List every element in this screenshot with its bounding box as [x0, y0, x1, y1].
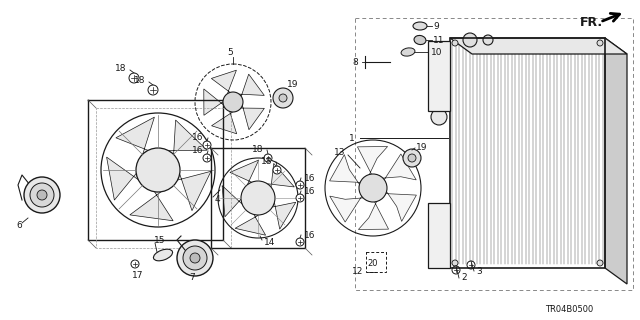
- Text: 17: 17: [132, 270, 143, 279]
- Text: 16: 16: [304, 230, 316, 239]
- Circle shape: [177, 240, 213, 276]
- Polygon shape: [116, 117, 154, 154]
- Text: 5: 5: [227, 47, 233, 57]
- Polygon shape: [211, 70, 236, 94]
- Circle shape: [597, 40, 603, 46]
- Circle shape: [431, 109, 447, 125]
- Circle shape: [148, 85, 158, 95]
- Circle shape: [452, 40, 458, 46]
- Text: 16: 16: [304, 187, 316, 196]
- Bar: [355, 18, 633, 290]
- Polygon shape: [130, 192, 173, 221]
- Polygon shape: [239, 74, 264, 96]
- Text: 13: 13: [333, 148, 345, 156]
- Ellipse shape: [413, 22, 427, 30]
- Polygon shape: [605, 38, 627, 284]
- Circle shape: [437, 248, 447, 258]
- Circle shape: [273, 88, 293, 108]
- Circle shape: [30, 183, 54, 207]
- Circle shape: [241, 181, 275, 215]
- Bar: [450, 38, 605, 268]
- Circle shape: [190, 253, 200, 263]
- Circle shape: [131, 260, 139, 268]
- Text: 4: 4: [215, 195, 221, 204]
- Text: 15: 15: [154, 236, 166, 244]
- Polygon shape: [330, 155, 360, 184]
- Polygon shape: [107, 157, 138, 200]
- Bar: [428, 41, 450, 111]
- Text: 8: 8: [352, 58, 358, 67]
- Text: 16: 16: [191, 132, 203, 141]
- Polygon shape: [212, 111, 237, 134]
- Polygon shape: [222, 186, 242, 217]
- Circle shape: [37, 190, 47, 200]
- Text: 6: 6: [16, 220, 22, 229]
- Polygon shape: [383, 154, 416, 180]
- Ellipse shape: [401, 48, 415, 56]
- Text: 18: 18: [115, 63, 126, 73]
- Polygon shape: [330, 196, 363, 222]
- Text: 19: 19: [287, 79, 298, 89]
- Circle shape: [452, 266, 460, 274]
- Text: 18: 18: [252, 145, 263, 154]
- Circle shape: [403, 149, 421, 167]
- Circle shape: [203, 141, 211, 149]
- Circle shape: [296, 181, 304, 189]
- Polygon shape: [235, 214, 266, 235]
- Text: 10: 10: [431, 47, 442, 57]
- Circle shape: [452, 260, 458, 266]
- Text: 9: 9: [433, 21, 439, 30]
- Text: 3: 3: [476, 267, 482, 276]
- Circle shape: [296, 238, 304, 246]
- Text: FR.: FR.: [580, 15, 603, 28]
- Polygon shape: [357, 147, 388, 174]
- Text: 20: 20: [367, 259, 378, 268]
- Text: 16: 16: [304, 173, 316, 182]
- Polygon shape: [450, 38, 627, 54]
- Bar: [428, 203, 450, 268]
- Circle shape: [264, 154, 272, 162]
- Text: 7: 7: [189, 274, 195, 283]
- Circle shape: [359, 174, 387, 202]
- Text: 18: 18: [134, 76, 145, 84]
- Text: TR04B0500: TR04B0500: [545, 306, 593, 315]
- Bar: [366, 252, 386, 272]
- Polygon shape: [386, 192, 417, 221]
- Polygon shape: [273, 202, 296, 229]
- Circle shape: [129, 73, 139, 83]
- Text: 2: 2: [461, 274, 467, 283]
- Text: 14: 14: [264, 237, 275, 246]
- Circle shape: [203, 154, 211, 162]
- Ellipse shape: [414, 36, 426, 44]
- Polygon shape: [168, 120, 207, 155]
- Text: 19: 19: [416, 142, 428, 151]
- Text: 18: 18: [260, 156, 272, 165]
- Polygon shape: [241, 105, 264, 130]
- Polygon shape: [230, 160, 259, 185]
- Circle shape: [223, 92, 243, 112]
- Polygon shape: [268, 164, 294, 187]
- Text: 11: 11: [433, 36, 445, 44]
- Circle shape: [24, 177, 60, 213]
- Circle shape: [431, 223, 447, 239]
- Polygon shape: [177, 171, 211, 211]
- Circle shape: [597, 260, 603, 266]
- Polygon shape: [204, 89, 223, 115]
- Circle shape: [279, 94, 287, 102]
- Circle shape: [408, 154, 416, 162]
- Circle shape: [463, 33, 477, 47]
- Circle shape: [483, 35, 493, 45]
- Text: 16: 16: [191, 146, 203, 155]
- Text: 12: 12: [351, 268, 363, 276]
- Polygon shape: [358, 202, 388, 229]
- Circle shape: [467, 261, 475, 269]
- Text: 1: 1: [349, 133, 355, 142]
- Circle shape: [273, 166, 281, 174]
- Circle shape: [136, 148, 180, 192]
- Circle shape: [296, 194, 304, 202]
- Circle shape: [183, 246, 207, 270]
- Ellipse shape: [154, 249, 173, 261]
